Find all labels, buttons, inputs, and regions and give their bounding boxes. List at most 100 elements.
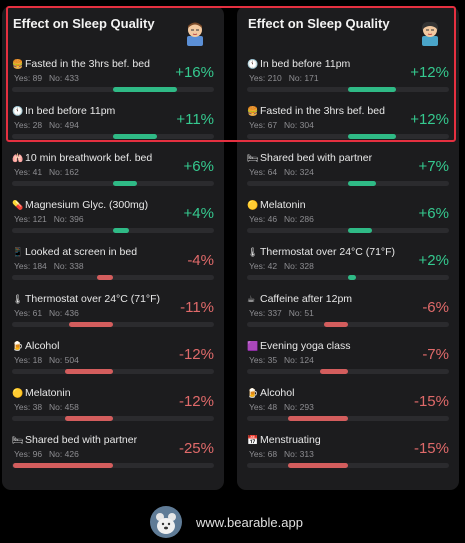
yes-count: Yes: 35 [249, 355, 278, 365]
effect-bar-fill [348, 275, 356, 280]
card-title: Effect on Sleep Quality [248, 16, 390, 31]
factor-name: Menstruating [260, 434, 321, 446]
factor-label: 🍺 Alcohol [247, 387, 294, 399]
effect-bar-track [12, 416, 214, 421]
factor-label: 🫁 10 min breathwork bef. bed [12, 152, 152, 164]
effect-bar-track [12, 463, 214, 468]
factor-row[interactable]: 🌡 Thermostat over 24°C (71°F) Yes: 42 No: 3… [247, 246, 453, 286]
effect-value: +7% [418, 158, 449, 175]
factor-row[interactable]: 🟪 Evening yoga class Yes: 35 No: 124 -7% [247, 340, 453, 380]
no-count: No: 171 [288, 73, 319, 83]
factor-name: Thermostat over 24°C (71°F) [25, 293, 161, 305]
no-count: No: 324 [284, 167, 314, 177]
effect-value: -12% [178, 393, 214, 410]
factor-row[interactable]: ☕ Caffeine after 12pm Yes: 337 No: 51 -6% [247, 293, 453, 333]
factor-row[interactable]: 🕚 In bed before 11pm Yes: 28 No: 494 +11% [12, 105, 218, 145]
effect-bar-fill [113, 228, 129, 233]
factor-name: Thermostat over 24°C (71°F) [260, 246, 396, 258]
effect-value: -25% [178, 440, 214, 457]
burger-icon: 🍔 [12, 59, 24, 69]
factor-name: Alcohol [260, 387, 295, 399]
factor-counts: Yes: 48 No: 293 [249, 402, 314, 412]
factor-row[interactable]: 🟡 Melatonin Yes: 46 No: 286 +6% [247, 199, 453, 239]
factor-counts: Yes: 46 No: 286 [249, 214, 314, 224]
no-count: No: 494 [49, 120, 79, 130]
no-count: No: 426 [49, 449, 79, 459]
factor-label: 💊 Magnesium Glyc. (300mg) [12, 199, 148, 211]
lungs-icon: 🫁 [12, 153, 24, 163]
factor-row[interactable]: 🛏 Shared bed with partner Yes: 96 No: 426 -2… [12, 434, 218, 474]
thermometer-icon: 🌡 [12, 294, 24, 304]
factor-row[interactable]: 💊 Magnesium Glyc. (300mg) Yes: 121 No: 396 +… [12, 199, 218, 239]
factor-label: 🍔 Fasted in the 3hrs bef. bed [12, 58, 150, 70]
factor-row[interactable]: 📱 Looked at screen in bed Yes: 184 No: 338 -… [12, 246, 218, 286]
beer-icon: 🍺 [12, 341, 24, 351]
no-count: No: 328 [284, 261, 314, 271]
no-count: No: 433 [49, 73, 79, 83]
no-count: No: 286 [284, 214, 314, 224]
effect-bar-track [12, 134, 214, 139]
factor-counts: Yes: 35 No: 124 [249, 355, 314, 365]
thermometer-icon: 🌡 [247, 247, 259, 257]
factor-label: 🟡 Melatonin [247, 199, 306, 211]
factor-row[interactable]: 🌡 Thermostat over 24°C (71°F) Yes: 61 No: 4… [12, 293, 218, 333]
no-count: No: 124 [284, 355, 314, 365]
factor-row[interactable]: 🕚 In bed before 11pm Yes: 210 No: 171 +12% [247, 58, 453, 98]
yes-count: Yes: 18 [14, 355, 43, 365]
effect-bar-track [247, 181, 449, 186]
effect-value: -4% [187, 252, 214, 269]
effect-value: +16% [175, 64, 214, 81]
factor-row[interactable]: 🛏 Shared bed with partner Yes: 64 No: 324 +7… [247, 152, 453, 192]
effect-bar-fill [65, 369, 113, 374]
effect-bar-track [12, 87, 214, 92]
no-count: No: 396 [53, 214, 84, 224]
beer-icon: 🍺 [247, 388, 259, 398]
factor-counts: Yes: 210 No: 171 [249, 73, 319, 83]
effect-bar-fill [65, 416, 113, 421]
effect-bar-track [12, 322, 214, 327]
factor-label: 🍔 Fasted in the 3hrs bef. bed [247, 105, 385, 117]
factor-counts: Yes: 38 No: 458 [14, 402, 79, 412]
effect-bar-track [247, 134, 449, 139]
factor-row[interactable]: 🍺 Alcohol Yes: 18 No: 504 -12% [12, 340, 218, 380]
factor-label: 📅 Menstruating [247, 434, 321, 446]
effect-value: +11% [176, 111, 214, 128]
no-count: No: 293 [284, 402, 314, 412]
no-count: No: 51 [288, 308, 314, 318]
burger-icon: 🍔 [247, 106, 259, 116]
effect-bar-fill [348, 228, 372, 233]
factor-row[interactable]: 🟡 Melatonin Yes: 38 No: 458 -12% [12, 387, 218, 427]
factor-row[interactable]: 🍔 Fasted in the 3hrs bef. bed Yes: 89 No: 4… [12, 58, 218, 98]
factor-counts: Yes: 18 No: 504 [14, 355, 79, 365]
factor-name: Fasted in the 3hrs bef. bed [260, 105, 385, 117]
yes-count: Yes: 42 [249, 261, 278, 271]
effect-value: -6% [422, 299, 449, 316]
effect-bar-track [12, 181, 214, 186]
factor-row[interactable]: 🍺 Alcohol Yes: 48 No: 293 -15% [247, 387, 453, 427]
factor-label: 🕚 In bed before 11pm [247, 58, 350, 70]
factor-row[interactable]: 📅 Menstruating Yes: 68 No: 313 -15% [247, 434, 453, 474]
yes-count: Yes: 28 [14, 120, 43, 130]
effect-bar-fill [348, 87, 396, 92]
yes-count: Yes: 67 [249, 120, 278, 130]
factor-row[interactable]: 🫁 10 min breathwork bef. bed Yes: 41 No: 16… [12, 152, 218, 192]
effect-value: -11% [180, 299, 214, 316]
factor-counts: Yes: 68 No: 313 [249, 449, 314, 459]
no-count: No: 504 [49, 355, 79, 365]
factor-name: Caffeine after 12pm [260, 293, 353, 305]
effect-bar-track [247, 416, 449, 421]
yes-count: Yes: 68 [249, 449, 278, 459]
factor-row[interactable]: 🍔 Fasted in the 3hrs bef. bed Yes: 67 No: 3… [247, 105, 453, 145]
factor-counts: Yes: 41 No: 162 [14, 167, 79, 177]
bed-icon: 🛏 [12, 435, 24, 445]
factor-counts: Yes: 28 No: 494 [14, 120, 79, 130]
effect-bar-fill [348, 181, 376, 186]
factor-name: Melatonin [25, 387, 71, 399]
bed-icon: 🛏 [247, 153, 259, 163]
left-sleep-quality-card: Effect on Sleep Quality 🍔 Fasted in the 3… [2, 6, 224, 490]
no-count: No: 304 [284, 120, 314, 130]
factor-name: Magnesium Glyc. (300mg) [25, 199, 149, 211]
coffee-icon: ☕ [247, 294, 256, 304]
factor-label: 🌡 Thermostat over 24°C (71°F) [247, 246, 395, 258]
calendar-icon: 📅 [247, 435, 259, 445]
